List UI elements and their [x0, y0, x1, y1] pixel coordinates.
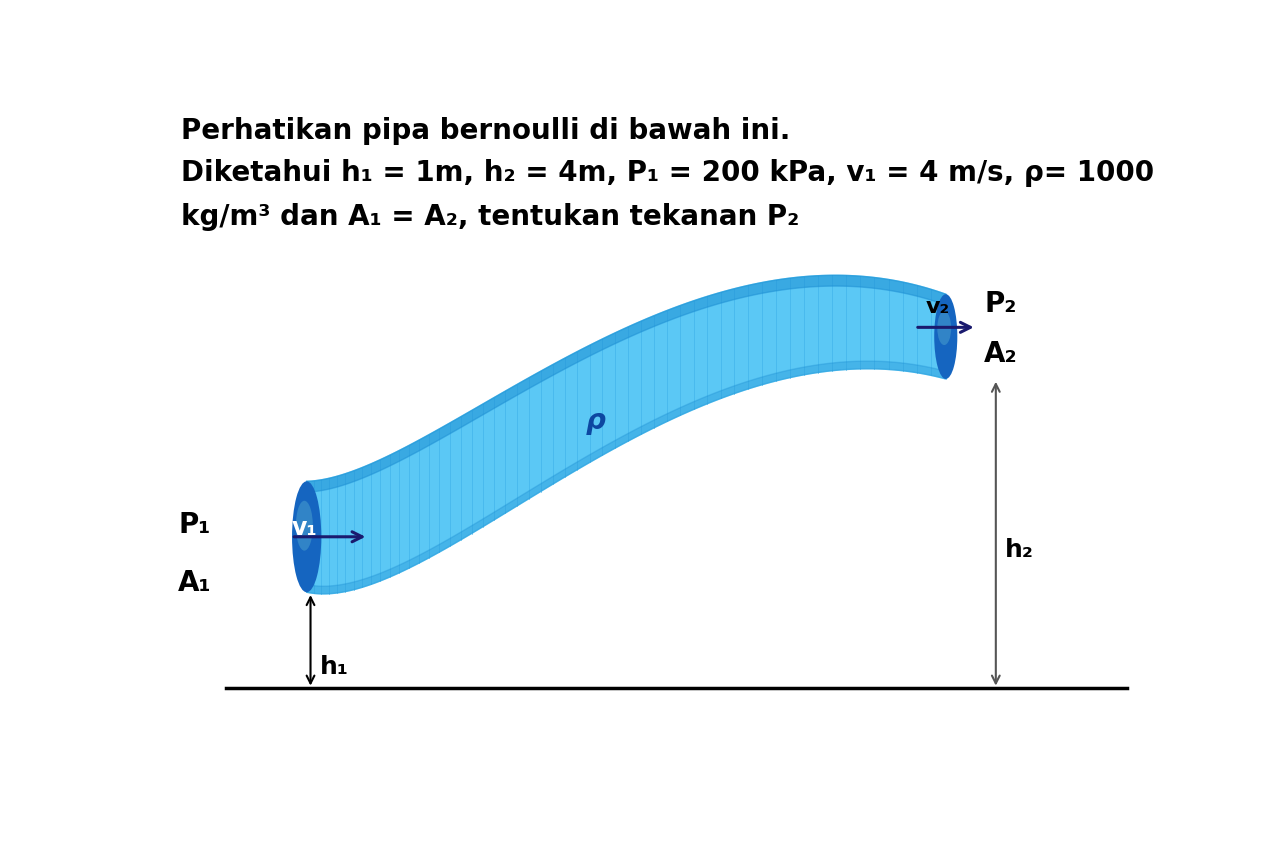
Polygon shape [307, 276, 945, 492]
Ellipse shape [938, 311, 951, 345]
Text: P₂: P₂ [984, 290, 1016, 318]
Text: ρ: ρ [586, 407, 605, 435]
Text: h₁: h₁ [319, 655, 349, 679]
Polygon shape [307, 361, 945, 594]
Polygon shape [307, 276, 945, 594]
Text: h₂: h₂ [1005, 538, 1034, 562]
Ellipse shape [934, 294, 957, 379]
Text: A₁: A₁ [178, 569, 211, 597]
Text: P₁: P₁ [178, 512, 210, 539]
Ellipse shape [292, 481, 321, 592]
Text: kg/m³ dan A₁ = A₂, tentukan tekanan P₂: kg/m³ dan A₁ = A₂, tentukan tekanan P₂ [182, 204, 800, 231]
Text: A₂: A₂ [984, 340, 1018, 368]
Text: Perhatikan pipa bernoulli di bawah ini.: Perhatikan pipa bernoulli di bawah ini. [182, 117, 791, 145]
Text: v₁: v₁ [291, 516, 317, 539]
Text: v₂: v₂ [926, 297, 951, 317]
Ellipse shape [296, 501, 313, 551]
Text: Diketahui h₁ = 1m, h₂ = 4m, P₁ = 200 kPa, v₁ = 4 m/s, ρ= 1000: Diketahui h₁ = 1m, h₂ = 4m, P₁ = 200 kPa… [182, 160, 1154, 187]
